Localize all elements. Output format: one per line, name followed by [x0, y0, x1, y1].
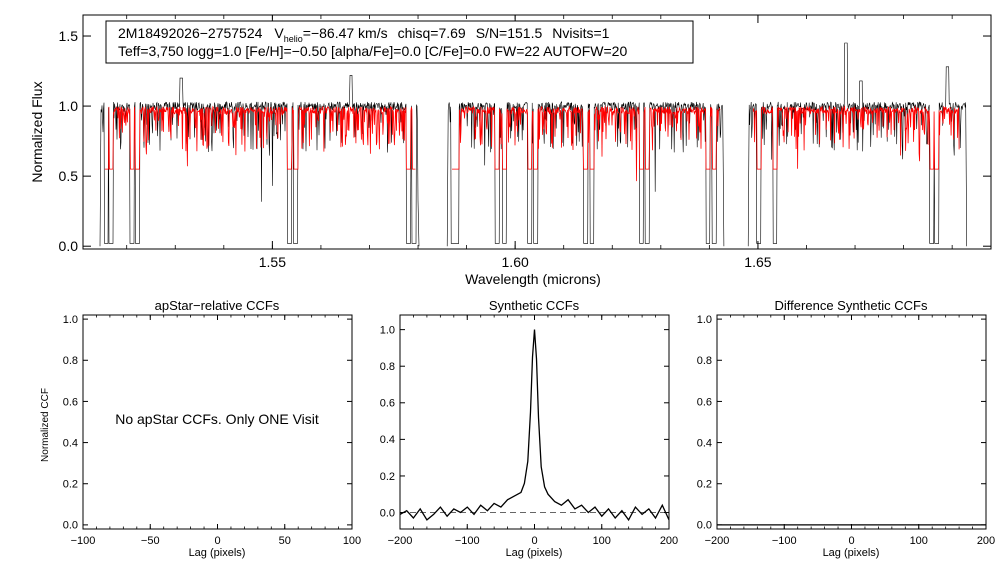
series-line-ccf — [399, 329, 670, 522]
x-tick-label: −100 — [772, 535, 797, 547]
x-tick-label: 1.60 — [502, 254, 529, 270]
legend-v-value: =−86.47 km/s — [303, 25, 388, 41]
ccf-ylabel: Normalized CCF — [40, 388, 51, 462]
x-tick-label: 0 — [531, 535, 537, 547]
y-tick-label: 0.2 — [697, 479, 712, 491]
spectrum-data-layer — [99, 42, 968, 247]
apstar-ccf-ticks: −100 −50 0 50 100 0.0 0.2 0.4 0.6 0.8 1.0 — [63, 314, 361, 547]
y-tick-label: 1.5 — [59, 28, 79, 44]
legend-line-1: 2M18492026−2757524 Vhelio=−86.47 km/s chis… — [118, 25, 610, 44]
y-tick-label: 0.0 — [380, 507, 395, 519]
legend-v-subscript: helio — [284, 34, 303, 44]
y-tick-label: 0.6 — [63, 396, 78, 408]
legend-snr: S/N=151.5 — [476, 25, 543, 41]
legend-v-label: V — [274, 25, 284, 41]
x-tick-label: −200 — [705, 535, 730, 547]
x-tick-label: 100 — [593, 535, 611, 547]
y-tick-label: 0.0 — [697, 520, 712, 532]
x-tick-label: 100 — [910, 535, 928, 547]
legend-nvisits: Nvisits=1 — [552, 25, 609, 41]
apstar-ccf-xlabel: Lag (pixels) — [189, 547, 246, 559]
x-tick-label: −50 — [141, 535, 160, 547]
x-tick-label: 100 — [343, 535, 361, 547]
y-tick-label: 0.5 — [59, 168, 79, 184]
y-tick-label: 0.4 — [697, 437, 712, 449]
legend-line-2: Teff=3,750 logg=1.0 [Fe/H]=−0.50 [alpha/… — [118, 43, 627, 59]
x-tick-label: 50 — [279, 535, 291, 547]
difference-ccf-panel: Difference Synthetic CCFs −200 −100 0 100 20… — [697, 298, 995, 559]
x-tick-label: 0 — [214, 535, 220, 547]
synthetic-ccf-data-layer — [399, 329, 670, 522]
synthetic-ccf-panel: Synthetic CCFs −200 −100 0 100 200 0.0 0.2 0.4 0… — [380, 298, 678, 559]
spectrum-ylabel: Normalized Flux — [29, 81, 45, 182]
y-tick-label: 0.2 — [380, 471, 395, 483]
spectrum-panel: 1.55 1.60 1.65 0.0 0.5 1.0 1.5 Wavelength (mic… — [29, 14, 992, 287]
model-spectrum-chip-3 — [752, 105, 960, 170]
model-spectrum-chip-1 — [104, 105, 416, 170]
y-tick-label: 0.6 — [697, 396, 712, 408]
synthetic-ccf-ticks: −200 −100 0 100 200 0.0 0.2 0.4 0.6 0.8 1.0 — [380, 315, 678, 547]
y-tick-label: 1.0 — [380, 324, 395, 336]
y-tick-label: 0.4 — [380, 434, 395, 446]
spectrum-frame — [82, 14, 992, 250]
y-tick-label: 0.2 — [63, 479, 78, 491]
legend-frame — [105, 20, 694, 64]
y-tick-label: 0.8 — [697, 355, 712, 367]
apstar-ccf-title: apStar−relative CCFs — [155, 298, 280, 313]
legend-star-id: 2M18492026−2757524 — [118, 25, 263, 41]
x-tick-label: 1.55 — [259, 254, 286, 270]
spectrum-legend-box: 2M18492026−2757524 Vhelio=−86.47 km/s chis… — [105, 20, 694, 64]
x-tick-label: −100 — [455, 535, 480, 547]
y-tick-label: 0.8 — [380, 361, 395, 373]
no-ccf-message: No apStar CCFs. Only ONE Visit — [115, 411, 319, 427]
y-tick-label: 1.0 — [59, 98, 79, 114]
synthetic-ccf-frame — [399, 314, 670, 530]
x-tick-label: −100 — [71, 535, 96, 547]
x-tick-label: −200 — [388, 535, 413, 547]
model-spectrum-chip-2 — [452, 105, 721, 182]
spectrum-xlabel: Wavelength (microns) — [465, 271, 601, 287]
y-tick-label: 0.0 — [63, 520, 78, 532]
x-tick-label: 200 — [977, 535, 995, 547]
spectrum-ticks: 1.55 1.60 1.65 0.0 0.5 1.0 1.5 — [59, 15, 991, 270]
y-tick-label: 0.4 — [63, 437, 78, 449]
legend-chisq: chisq=7.69 — [398, 25, 466, 41]
observed-spectrum-chip-2 — [446, 100, 725, 247]
y-tick-label: 1.0 — [63, 314, 78, 326]
x-tick-label: 1.65 — [744, 254, 771, 270]
difference-ccf-ticks: −200 −100 0 100 200 0.0 0.2 0.4 0.6 0.8 1.0 — [697, 314, 995, 547]
x-tick-label: 200 — [660, 535, 678, 547]
difference-ccf-frame — [716, 314, 987, 530]
observed-spectrum-chip-1 — [99, 75, 420, 247]
difference-ccf-title: Difference Synthetic CCFs — [775, 298, 928, 313]
y-tick-label: 1.0 — [697, 314, 712, 326]
x-tick-label: 0 — [848, 535, 854, 547]
difference-ccf-xlabel: Lag (pixels) — [823, 547, 880, 559]
y-tick-label: 0.8 — [63, 355, 78, 367]
y-tick-label: 0.0 — [59, 238, 79, 254]
synthetic-ccf-title: Synthetic CCFs — [489, 298, 580, 313]
y-tick-label: 0.6 — [380, 398, 395, 410]
apstar-ccf-panel: apStar−relative CCFs −100 −50 0 50 100 0.0 0.2… — [40, 298, 361, 559]
synthetic-ccf-xlabel: Lag (pixels) — [506, 547, 563, 559]
